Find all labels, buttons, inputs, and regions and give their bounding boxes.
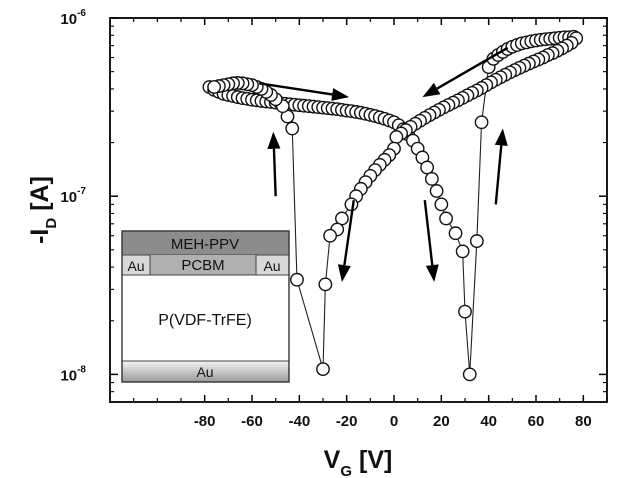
x-tick-label: -20 xyxy=(336,413,358,430)
sweep-arrow-shaft xyxy=(272,148,277,197)
x-axis: -80 -60 -40 -20 0 20 40 60 80 xyxy=(133,18,608,430)
y-axis-title: -ID [A] xyxy=(26,176,60,244)
sweep-arrow-head xyxy=(422,82,441,98)
sweep-arrow-head xyxy=(425,264,439,282)
data-point xyxy=(318,277,333,292)
x-tick-label: 60 xyxy=(528,413,545,430)
x-tick-label: -80 xyxy=(194,413,216,430)
data-series-markers xyxy=(202,29,584,382)
sweep-arrow-head xyxy=(337,264,351,282)
data-point xyxy=(424,172,439,186)
data-point xyxy=(469,234,484,248)
data-point xyxy=(429,184,444,198)
inset-label-electrode-left: Au xyxy=(127,258,144,274)
sweep-arrow-shaft xyxy=(494,145,503,205)
data-point xyxy=(448,226,463,241)
sweep-arrows xyxy=(258,46,509,282)
device-inset: MEH-PPV PCBM Au Au P(VDF-TrFE) Au xyxy=(121,230,290,383)
y-axis-title-unit: [A] xyxy=(26,176,54,211)
data-point xyxy=(462,367,477,382)
data-point xyxy=(420,160,435,175)
x-tick-label: 0 xyxy=(390,413,398,430)
plot-frame xyxy=(109,17,608,403)
sweep-arrow-shaft xyxy=(343,199,355,266)
inset-label-top: MEH-PPV xyxy=(171,236,239,253)
y-tick-label: 10-7 xyxy=(60,186,86,206)
data-point xyxy=(439,211,453,226)
inset-label-dielectric: P(VDF-TrFE) xyxy=(158,312,252,329)
data-point xyxy=(474,115,489,130)
data-point xyxy=(285,121,300,136)
x-tick-label: 20 xyxy=(433,413,450,430)
sweep-arrow-shaft xyxy=(436,46,509,90)
data-point xyxy=(290,272,304,287)
x-tick-label: -40 xyxy=(288,413,310,430)
inset-border xyxy=(121,230,290,383)
y-axis-title-main: -I xyxy=(26,229,54,244)
inset-label-mid: PCBM xyxy=(181,257,224,274)
y-tick-label: 10-8 xyxy=(60,364,86,384)
data-point xyxy=(455,244,470,259)
sweep-arrow-head xyxy=(331,88,350,101)
data-point xyxy=(389,130,404,144)
y-tick-label: 10-6 xyxy=(60,8,86,28)
inset-label-bottom: Au xyxy=(196,364,213,380)
data-point xyxy=(434,197,449,212)
x-axis-title-sub: G xyxy=(340,463,352,478)
x-tick-label: 80 xyxy=(575,413,592,430)
sweep-arrow-shaft xyxy=(423,200,434,266)
y-axis: 10-8 10-7 10-6 xyxy=(60,8,607,403)
data-point xyxy=(316,362,330,377)
x-axis-title: VG [V] xyxy=(324,446,393,478)
x-tick-label: -60 xyxy=(241,413,263,430)
x-tick-label: 40 xyxy=(480,413,497,430)
x-axis-title-unit: [V] xyxy=(359,446,392,474)
inset-label-electrode-right: Au xyxy=(263,258,280,274)
data-point xyxy=(458,304,472,319)
inset-layer-mid xyxy=(150,255,256,275)
y-axis-title-sub: D xyxy=(43,218,60,229)
sweep-arrow-head xyxy=(267,131,281,149)
data-point xyxy=(207,80,222,94)
sweep-arrow-shaft xyxy=(258,82,333,96)
x-axis-title-main: V xyxy=(324,446,341,474)
data-point xyxy=(323,228,337,243)
sweep-arrow-head xyxy=(494,128,508,146)
